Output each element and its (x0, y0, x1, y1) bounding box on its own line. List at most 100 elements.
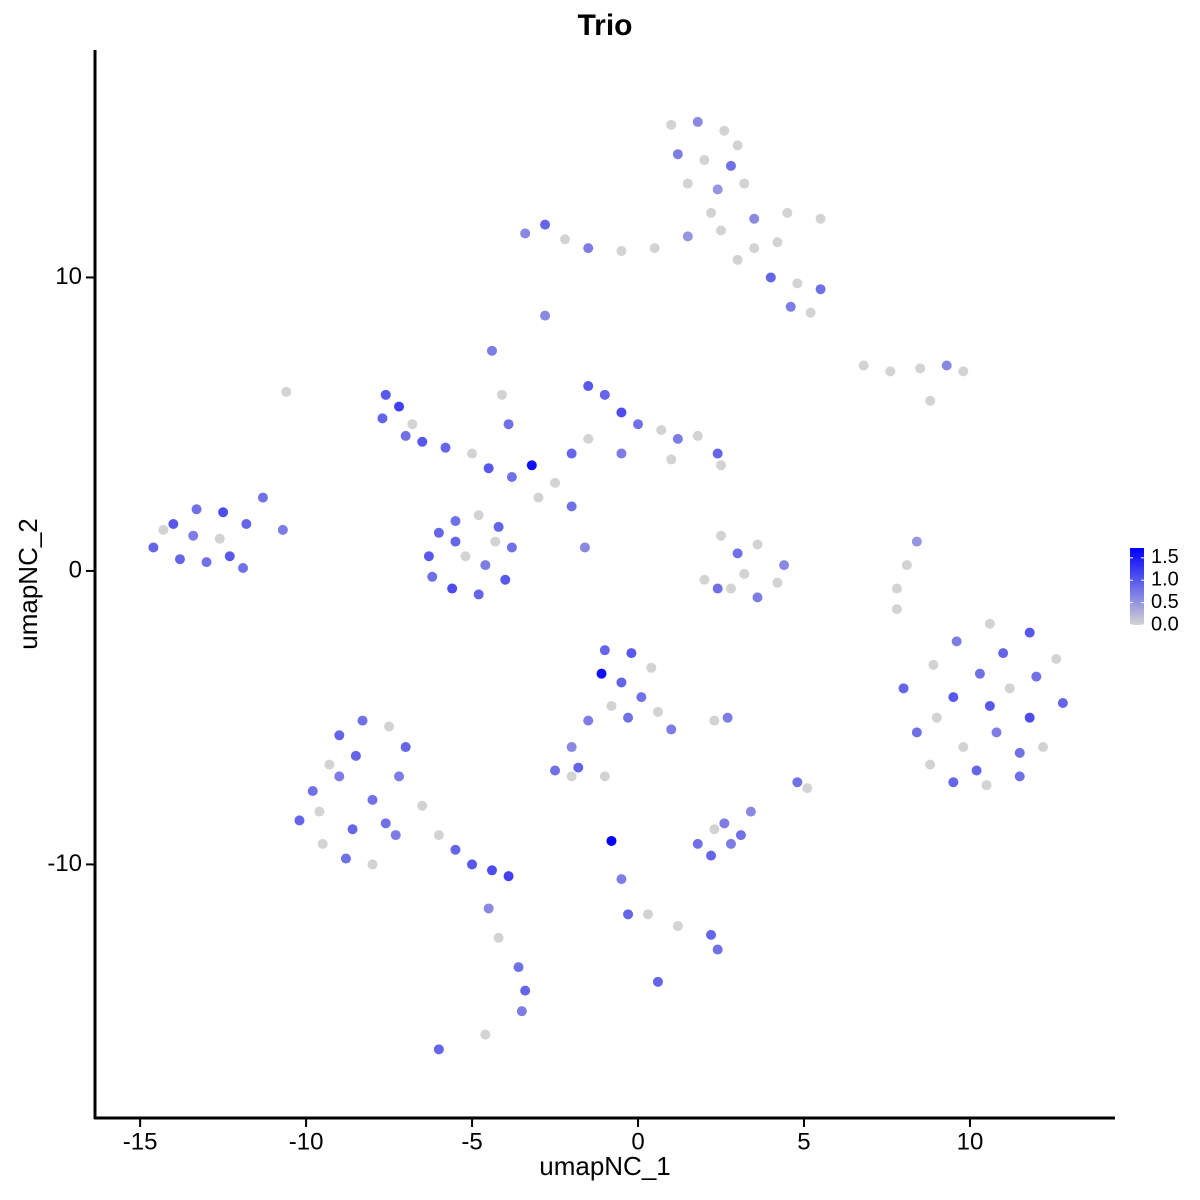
point (1037, 742, 1048, 753)
point (496, 389, 507, 400)
point (885, 366, 896, 377)
point (583, 433, 594, 444)
point (1014, 771, 1025, 782)
point (719, 818, 730, 829)
point (732, 548, 743, 559)
point (666, 454, 677, 465)
point (616, 246, 627, 257)
point (815, 213, 826, 224)
point (719, 125, 730, 136)
point (735, 830, 746, 841)
point (649, 243, 660, 254)
point (579, 542, 590, 553)
y-tick-label: 10 (55, 263, 82, 290)
point (394, 771, 405, 782)
point (682, 231, 693, 242)
point (911, 727, 922, 738)
point (460, 551, 471, 562)
point (480, 1029, 491, 1040)
point (749, 213, 760, 224)
point (450, 516, 461, 527)
point (433, 1044, 444, 1055)
point (174, 554, 185, 565)
point (739, 568, 750, 579)
point (148, 542, 159, 553)
point (958, 742, 969, 753)
point (506, 472, 517, 483)
point (380, 389, 391, 400)
point (599, 645, 610, 656)
point (573, 762, 584, 773)
point (805, 307, 816, 318)
point (516, 1006, 527, 1017)
point (958, 366, 969, 377)
point (596, 668, 607, 679)
point (1024, 712, 1035, 723)
point (188, 530, 199, 541)
point (858, 360, 869, 371)
point (712, 944, 723, 955)
point (802, 783, 813, 794)
point (633, 419, 644, 430)
x-tick-label: 5 (797, 1128, 810, 1155)
point (699, 155, 710, 166)
point (277, 524, 288, 535)
point (785, 301, 796, 312)
point (672, 921, 683, 932)
point (533, 492, 544, 503)
point (891, 604, 902, 615)
point (390, 830, 401, 841)
point (357, 715, 368, 726)
point (377, 413, 388, 424)
point (616, 448, 627, 459)
point (520, 228, 531, 239)
point (712, 184, 723, 195)
point (1051, 653, 1062, 664)
point (971, 765, 982, 776)
point (706, 929, 717, 940)
points (148, 116, 1068, 1055)
point (692, 430, 703, 441)
point (394, 401, 405, 412)
point (566, 771, 577, 782)
point (692, 838, 703, 849)
point (1024, 627, 1035, 638)
point (500, 574, 511, 585)
point (772, 577, 783, 588)
point (984, 700, 995, 711)
point (725, 160, 736, 171)
point (928, 659, 939, 670)
point (616, 874, 627, 885)
point (281, 386, 292, 397)
point (1014, 747, 1025, 758)
point (682, 178, 693, 189)
point (417, 436, 428, 447)
point (380, 818, 391, 829)
point (473, 510, 484, 521)
point (599, 771, 610, 782)
point (901, 560, 912, 571)
point (732, 254, 743, 265)
point (709, 715, 720, 726)
color-tick-label: 1.5 (1151, 546, 1179, 568)
point (314, 806, 325, 817)
point (998, 648, 1009, 659)
point (526, 460, 537, 471)
point (725, 838, 736, 849)
point (915, 363, 926, 374)
point (417, 800, 428, 811)
point (722, 712, 733, 723)
point (566, 448, 577, 459)
point (168, 518, 179, 529)
point (699, 574, 710, 585)
point (400, 742, 411, 753)
point (238, 563, 249, 574)
point (815, 284, 826, 295)
point (480, 560, 491, 571)
point (732, 140, 743, 151)
point (931, 712, 942, 723)
point (503, 419, 514, 430)
point (540, 219, 551, 230)
point (974, 668, 985, 679)
point (490, 536, 501, 547)
